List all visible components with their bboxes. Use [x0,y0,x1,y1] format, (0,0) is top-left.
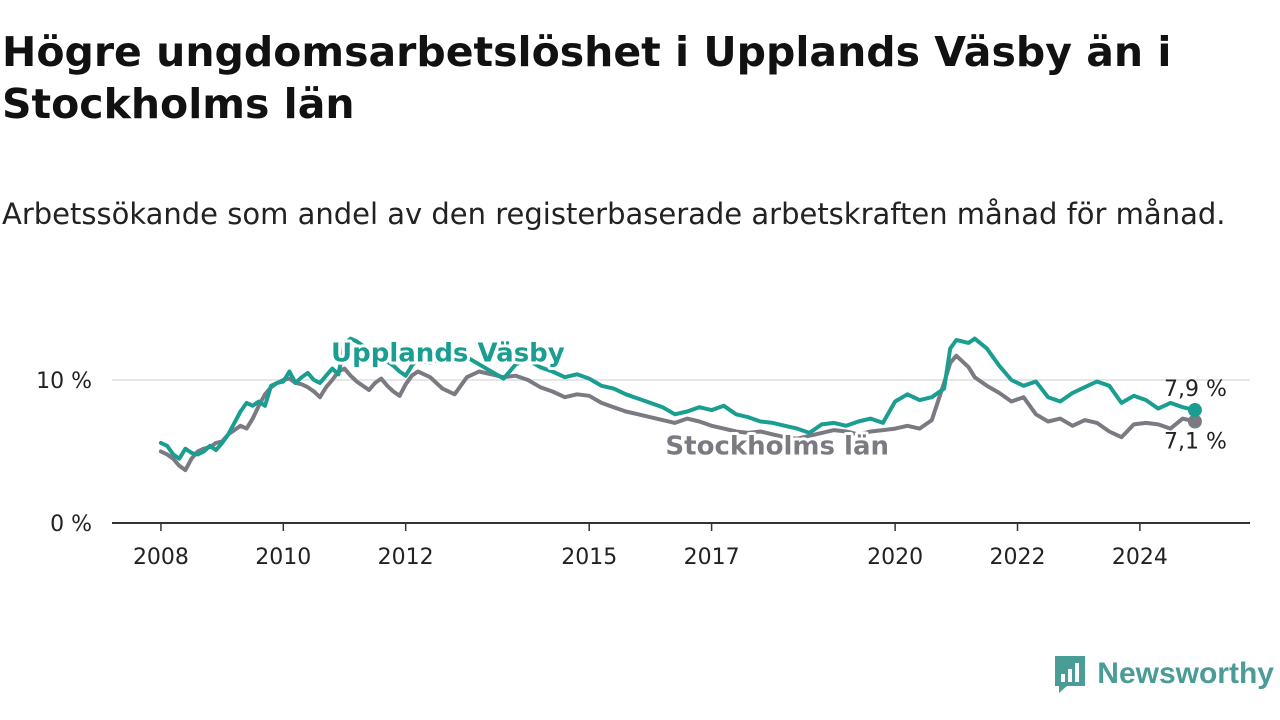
end-value-stockholms-lan: 7,1 % [1164,429,1227,454]
newsworthy-logo-icon [1055,656,1086,693]
x-tick-label: 2020 [867,545,923,570]
x-tick-label: 2024 [1112,545,1168,570]
end-value-upplands-vasby: 7,9 % [1164,377,1227,402]
x-tick-label: 2017 [684,545,740,570]
end-point-stockholms-lan [1187,414,1202,429]
y-tick-label: 10 % [36,369,92,394]
series-label-upplands-vasby: Upplands Väsby [331,338,565,368]
brand-name: Newsworthy [1097,657,1274,690]
y-tick-label: 0 % [50,512,92,537]
x-tick-label: 2010 [255,545,311,570]
x-tick-label: 2008 [133,545,189,570]
x-tick-label: 2015 [561,545,617,570]
chart-subtitle: Arbetssökande som andel av den registerb… [2,197,1226,231]
chart-title: Högre ungdomsarbetslöshet i Upplands Väs… [2,28,1172,128]
end-point-upplands-vasby [1187,403,1202,418]
x-tick-label: 2022 [990,545,1046,570]
brand-logo: Newsworthy [1053,654,1274,694]
x-tick-label: 2012 [378,545,434,570]
series-label-stockholms-lan: Stockholms län [665,431,889,461]
series-line-upplands-vasby [158,336,1197,461]
